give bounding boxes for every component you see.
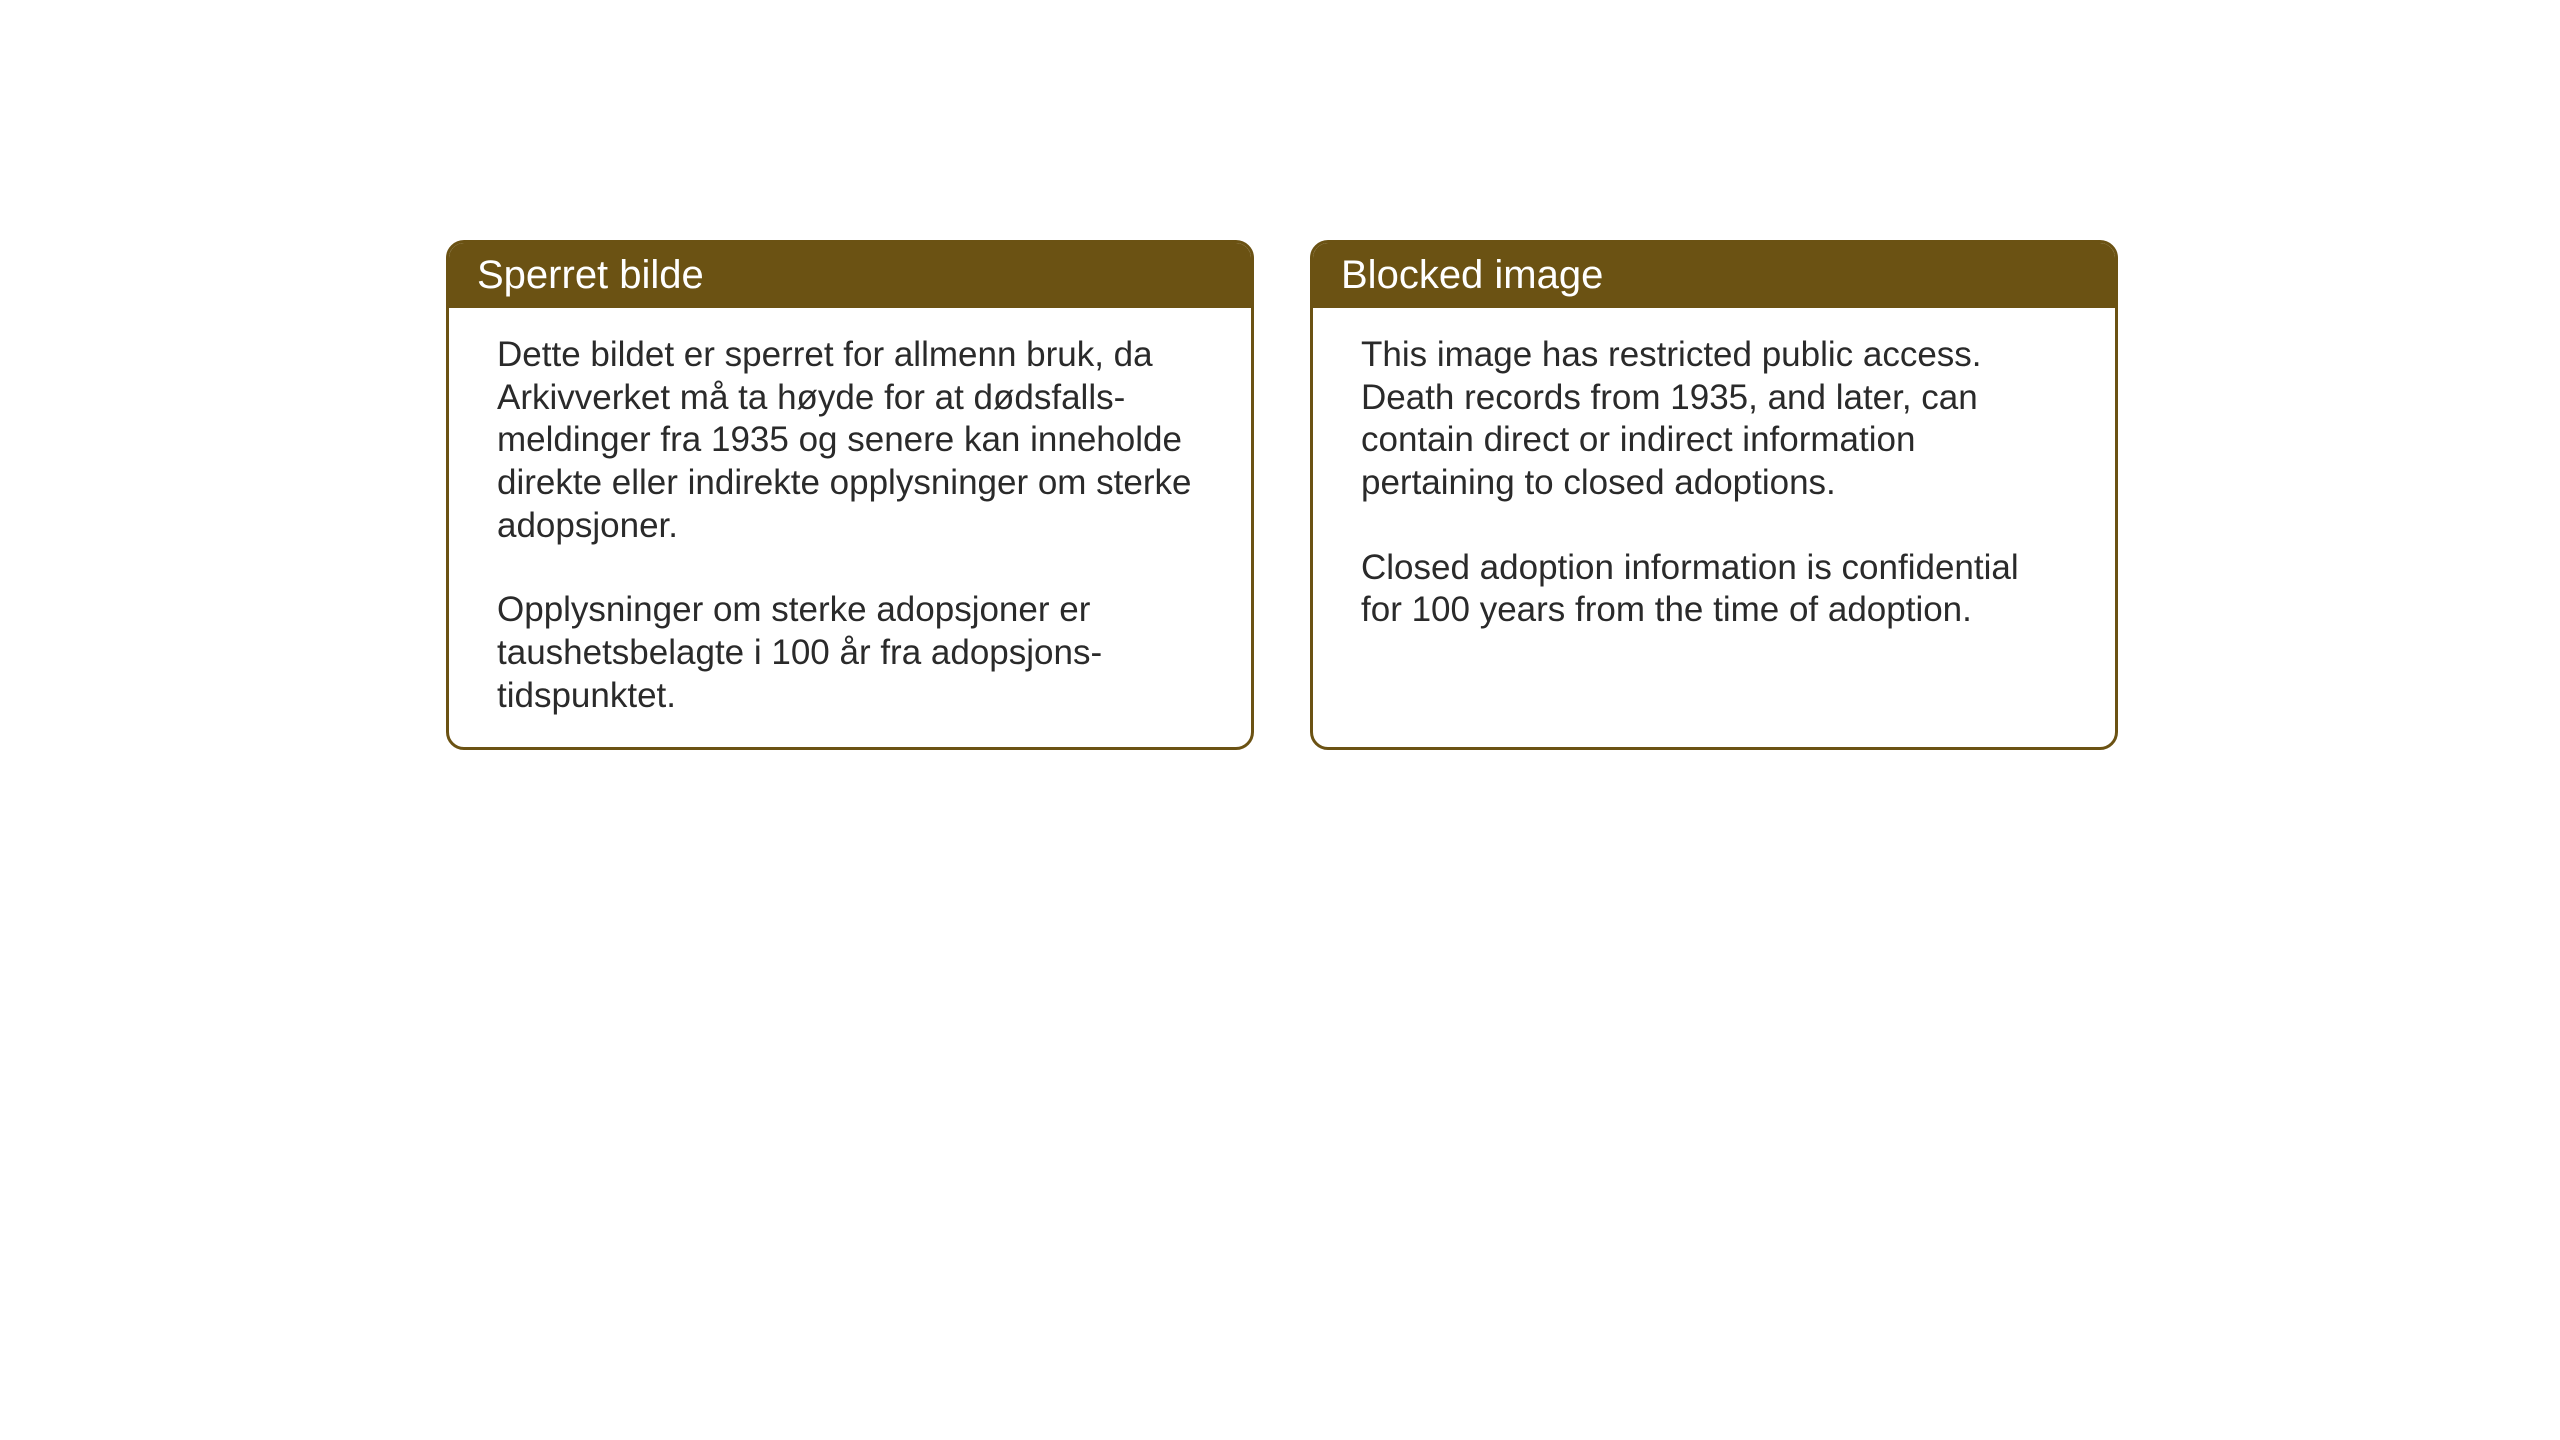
english-card-title: Blocked image xyxy=(1313,243,2115,308)
notice-cards-container: Sperret bilde Dette bildet er sperret fo… xyxy=(446,240,2118,750)
norwegian-card-body: Dette bildet er sperret for allmenn bruk… xyxy=(449,308,1251,744)
norwegian-card-title: Sperret bilde xyxy=(449,243,1251,308)
english-card-body: This image has restricted public access.… xyxy=(1313,308,2115,658)
norwegian-paragraph-1: Dette bildet er sperret for allmenn bruk… xyxy=(497,334,1203,547)
norwegian-notice-card: Sperret bilde Dette bildet er sperret fo… xyxy=(446,240,1254,750)
english-notice-card: Blocked image This image has restricted … xyxy=(1310,240,2118,750)
english-paragraph-2: Closed adoption information is confident… xyxy=(1361,547,2067,632)
norwegian-paragraph-2: Opplysninger om sterke adopsjoner er tau… xyxy=(497,589,1203,717)
english-paragraph-1: This image has restricted public access.… xyxy=(1361,334,2067,505)
